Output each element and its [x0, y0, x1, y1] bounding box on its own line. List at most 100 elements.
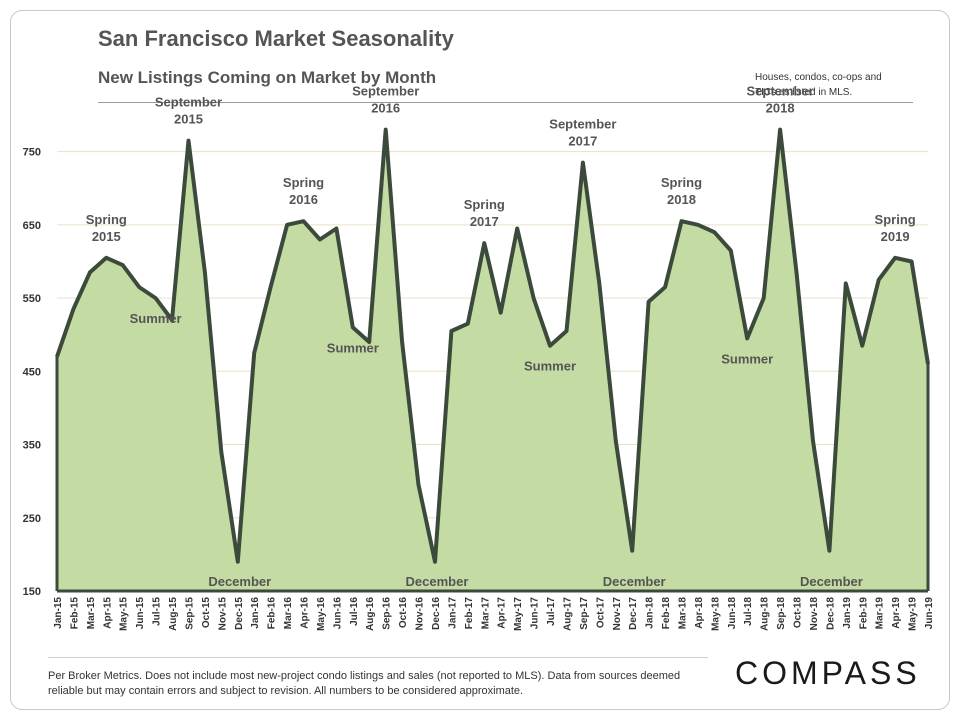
annotation-label: 2017: [568, 134, 597, 149]
data-point: [203, 270, 207, 274]
data-point: [186, 139, 190, 143]
data-point: [417, 483, 421, 487]
x-tick-label: Nov-18: [809, 597, 820, 631]
data-point: [252, 351, 256, 355]
x-tick-label: Jul-17: [546, 597, 557, 626]
x-tick-label: Apr-16: [300, 597, 311, 629]
annotation-label: September: [746, 84, 813, 99]
x-tick-label: Jun-19: [924, 597, 935, 630]
annotation-label: Spring: [464, 197, 505, 212]
x-tick-label: Aug-17: [562, 597, 573, 631]
data-point: [548, 344, 552, 348]
data-point: [679, 219, 683, 223]
annotation-label: 2019: [881, 229, 910, 244]
y-tick-label: 650: [23, 220, 41, 232]
annotation-label: December: [800, 574, 863, 589]
x-tick-label: Jul-18: [743, 597, 754, 626]
annotation-label: Summer: [721, 351, 773, 366]
x-tick-label: Sep-16: [382, 597, 393, 630]
x-tick-label: Jun-16: [332, 597, 343, 630]
data-point: [170, 318, 174, 322]
x-tick-label: Feb-18: [661, 597, 672, 630]
x-tick-label: May-17: [513, 597, 524, 631]
x-tick-label: Sep-18: [776, 597, 787, 630]
x-tick-label: Dec-17: [628, 597, 639, 630]
data-point: [351, 325, 355, 329]
footer-divider: [48, 657, 708, 658]
y-tick-label: 550: [23, 293, 41, 305]
x-tick-label: Jun-15: [135, 597, 146, 630]
y-tick-label: 250: [23, 513, 41, 525]
x-tick-label: Mar-19: [875, 597, 886, 630]
x-tick-label: Jun-18: [727, 597, 738, 630]
data-point: [647, 300, 651, 304]
x-tick-label: Jul-16: [349, 597, 360, 626]
x-tick-label: Mar-15: [86, 597, 97, 630]
x-tick-label: Apr-15: [102, 597, 113, 629]
data-point: [236, 560, 240, 564]
chart-title: San Francisco Market Seasonality: [98, 26, 454, 51]
annotation-label: Spring: [283, 175, 324, 190]
series-line: [55, 127, 930, 564]
data-point: [910, 259, 914, 263]
data-point: [762, 296, 766, 300]
data-point: [926, 362, 930, 366]
x-tick-label: Feb-19: [858, 597, 869, 630]
area-fill: [57, 129, 928, 591]
data-point: [104, 256, 108, 260]
x-tick-label: Nov-17: [612, 597, 623, 631]
data-point: [630, 549, 634, 553]
x-tick-label: Oct-16: [398, 597, 409, 629]
x-tick-label: May-15: [119, 597, 130, 631]
x-tick-label: Jan-19: [842, 597, 853, 629]
annotation-label: 2015: [174, 112, 203, 127]
annotation-label: September: [155, 95, 222, 110]
x-tick-label: Jan-17: [447, 597, 458, 629]
annotation-label: Summer: [524, 359, 576, 374]
x-tick-label: Feb-16: [267, 597, 278, 630]
x-tick-label: Aug-16: [365, 597, 376, 631]
slide-frame: [10, 10, 950, 710]
data-point: [663, 285, 667, 289]
x-tick-label: May-18: [710, 597, 721, 631]
data-point: [154, 296, 158, 300]
y-tick-label: 750: [23, 147, 41, 159]
data-point: [844, 281, 848, 285]
x-tick-label: Dec-18: [825, 597, 836, 630]
data-point: [729, 248, 733, 252]
x-tick-label: Sep-15: [184, 597, 195, 630]
x-tick-label: Dec-15: [234, 597, 245, 630]
data-point: [597, 281, 601, 285]
data-point: [499, 311, 503, 315]
data-point: [614, 439, 618, 443]
annotation-label: Summer: [130, 311, 182, 326]
y-tick-label: 150: [23, 586, 41, 598]
x-tick-label: Jan-18: [645, 597, 656, 629]
data-point: [893, 256, 897, 260]
chart-subtitle: New Listings Coming on Market by Month: [98, 68, 437, 87]
annotation-label: Spring: [875, 212, 916, 227]
x-tick-label: Nov-16: [415, 597, 426, 631]
data-point: [696, 223, 700, 227]
x-tick-label: Feb-17: [464, 597, 475, 630]
x-tick-label: May-16: [316, 597, 327, 631]
data-point: [55, 355, 59, 359]
y-tick-label: 350: [23, 440, 41, 452]
compass-logo: COMPASS: [735, 655, 921, 691]
x-tick-label: Sep-17: [579, 597, 590, 630]
data-point: [482, 241, 486, 245]
annotation-label: 2016: [371, 101, 400, 116]
annotation-label: December: [406, 574, 469, 589]
data-point: [795, 270, 799, 274]
annotation-label: Spring: [86, 212, 127, 227]
data-point: [384, 128, 388, 132]
annotation-label: September: [352, 84, 419, 99]
data-point: [877, 278, 881, 282]
data-point: [137, 285, 141, 289]
data-point: [860, 344, 864, 348]
data-point: [71, 307, 75, 311]
annotation-label: September: [549, 117, 616, 132]
annotation-label: December: [208, 574, 271, 589]
data-point: [449, 329, 453, 333]
